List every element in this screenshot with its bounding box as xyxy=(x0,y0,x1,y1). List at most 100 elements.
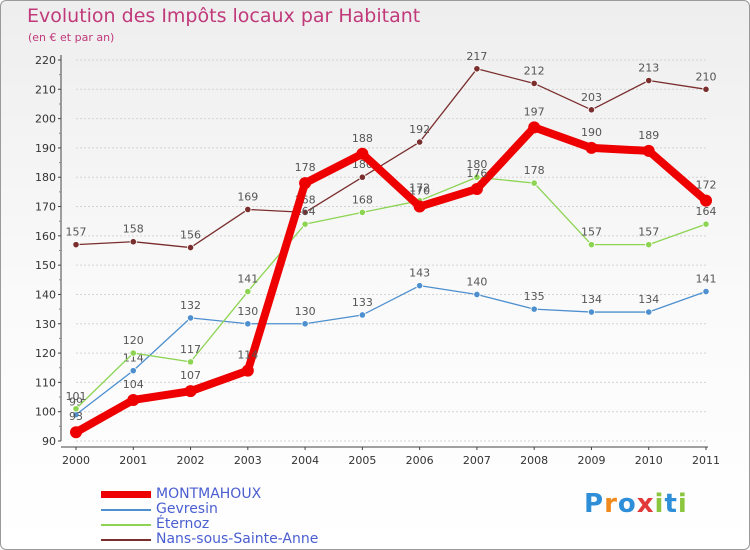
data-point xyxy=(530,79,538,88)
y-tick-label: 170 xyxy=(35,201,56,214)
data-point xyxy=(129,238,137,246)
chart-subtitle: (en € et par an) xyxy=(28,31,115,44)
data-point xyxy=(127,393,140,406)
data-point xyxy=(645,308,653,316)
series-line xyxy=(72,123,710,437)
data-label: 157 xyxy=(638,226,659,239)
data-point xyxy=(358,173,366,181)
y-tick-label: 150 xyxy=(35,259,56,272)
data-point xyxy=(416,138,424,146)
data-point xyxy=(473,290,481,299)
data-point xyxy=(358,311,366,319)
legend-label: Nans-sous-Sainte-Anne xyxy=(156,531,319,547)
data-point xyxy=(473,173,481,181)
data-point xyxy=(700,194,712,207)
data-label: 120 xyxy=(123,334,144,347)
data-point xyxy=(244,205,252,214)
data-point xyxy=(129,349,137,357)
data-point xyxy=(473,65,481,73)
data-label: 130 xyxy=(295,305,316,318)
data-label: 172 xyxy=(409,182,430,195)
data-label: 130 xyxy=(237,305,258,318)
data-point xyxy=(470,182,483,195)
data-label: 143 xyxy=(409,267,430,280)
x-tick-label: 2005 xyxy=(348,454,376,467)
data-label: 168 xyxy=(352,193,373,206)
data-label: 132 xyxy=(180,299,201,312)
x-tick-label: 2000 xyxy=(62,454,90,467)
y-tick-label: 160 xyxy=(35,230,56,243)
x-tick-label: 2009 xyxy=(577,454,605,467)
data-label: 157 xyxy=(581,226,602,239)
data-point xyxy=(702,85,710,93)
series-line xyxy=(75,285,707,416)
x-tick-label: 2008 xyxy=(520,454,548,467)
data-label: 192 xyxy=(409,123,430,136)
chart-title: Evolution des Impôts locaux par Habitant xyxy=(27,5,421,27)
data-point xyxy=(186,358,195,366)
data-label: 197 xyxy=(524,105,545,118)
data-label: 189 xyxy=(638,129,659,142)
data-label: 107 xyxy=(180,369,201,382)
data-point xyxy=(702,287,710,296)
x-tick-label: 2010 xyxy=(635,454,663,467)
data-point xyxy=(358,208,366,216)
data-point xyxy=(530,179,538,187)
y-tick-label: 90 xyxy=(42,435,56,448)
logo-letter: t xyxy=(664,489,678,519)
data-point xyxy=(184,385,197,398)
data-point xyxy=(587,241,596,249)
series-line xyxy=(75,68,707,249)
data-label: 104 xyxy=(123,378,144,391)
logo-letter: i xyxy=(654,489,665,519)
data-label: 178 xyxy=(524,164,545,177)
x-tick-label: 2007 xyxy=(463,454,491,467)
data-point xyxy=(528,121,541,134)
data-label: 140 xyxy=(466,275,487,288)
data-label: 133 xyxy=(352,296,373,309)
data-label: 135 xyxy=(524,290,545,303)
data-label: 172 xyxy=(696,179,717,192)
data-point xyxy=(356,147,369,160)
data-point xyxy=(244,287,252,296)
data-point xyxy=(587,106,596,114)
logo-letter: o xyxy=(617,489,637,519)
data-label: 114 xyxy=(123,352,144,365)
data-label: 169 xyxy=(237,190,258,203)
legend-label: MONTMAHOUX xyxy=(156,486,262,502)
data-point xyxy=(702,220,710,228)
x-tick-label: 2001 xyxy=(119,454,147,467)
y-tick-label: 180 xyxy=(35,171,56,184)
data-label: 134 xyxy=(638,293,659,306)
y-tick-label: 140 xyxy=(35,288,56,301)
legend-swatch xyxy=(101,524,151,526)
data-label: 176 xyxy=(466,167,487,180)
data-point xyxy=(241,364,254,377)
data-point xyxy=(585,141,598,154)
y-tick-label: 110 xyxy=(35,376,56,389)
legend-swatch xyxy=(101,539,151,541)
data-point xyxy=(186,243,195,252)
data-label: 141 xyxy=(237,273,258,286)
data-label: 156 xyxy=(180,229,201,242)
data-label: 157 xyxy=(66,226,87,239)
legend-label: Gevresin xyxy=(156,501,218,517)
y-tick-label: 220 xyxy=(35,54,56,67)
data-label: 141 xyxy=(696,273,717,286)
data-label: 164 xyxy=(696,205,717,218)
y-tick-label: 190 xyxy=(35,142,56,155)
data-label: 158 xyxy=(123,223,144,236)
data-point xyxy=(301,208,309,216)
data-label: 178 xyxy=(295,161,316,174)
y-tick-label: 100 xyxy=(35,406,56,419)
data-label: 101 xyxy=(66,390,87,403)
data-point xyxy=(70,426,82,439)
data-label: 217 xyxy=(466,50,487,63)
data-label: 170 xyxy=(409,185,430,198)
data-label: 190 xyxy=(581,126,602,139)
data-point xyxy=(413,200,426,213)
data-label: 114 xyxy=(237,349,258,362)
data-point xyxy=(416,282,424,290)
